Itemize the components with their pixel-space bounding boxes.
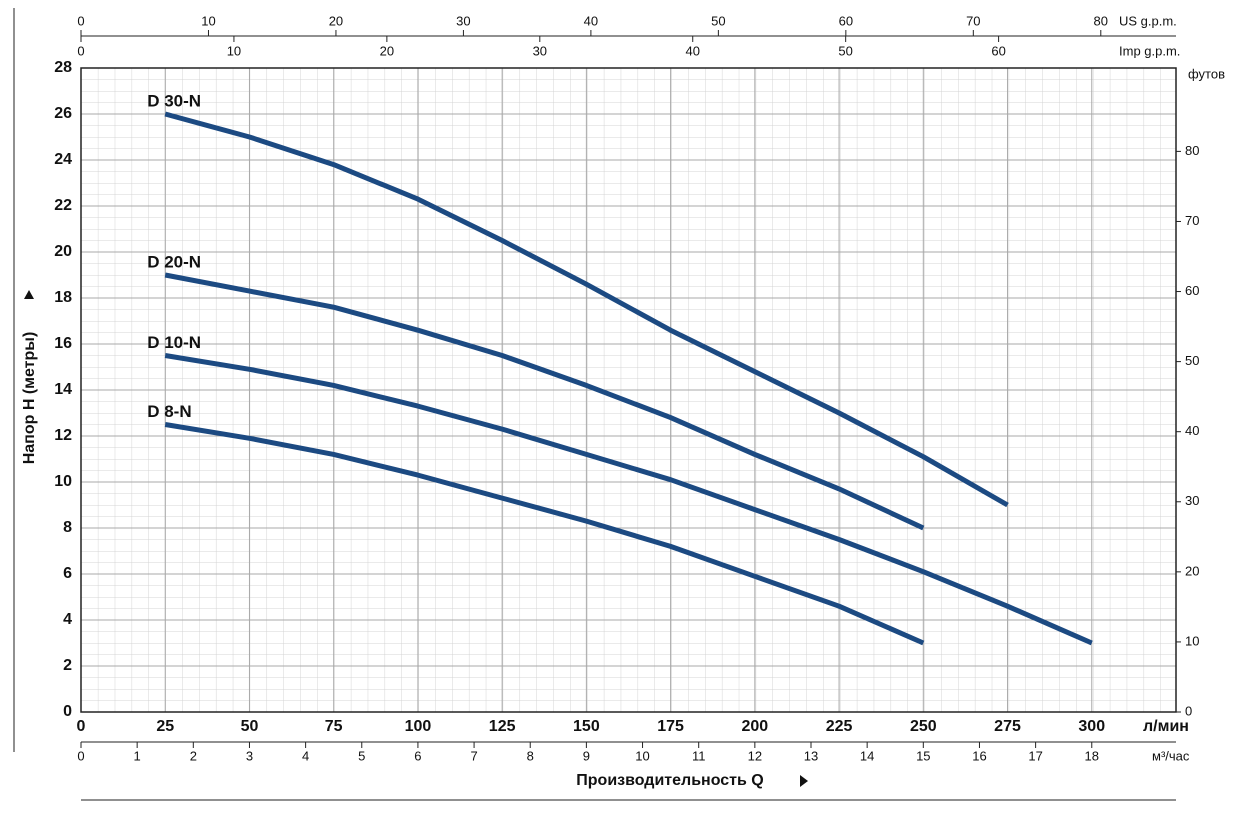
x-tick-label: 50: [241, 718, 259, 735]
y-tick-label: 22: [54, 197, 72, 214]
secondary-tick-label: 40: [584, 13, 598, 28]
series-label: D 8-N: [147, 402, 191, 421]
x-tick-label: 125: [489, 718, 516, 735]
y-tick-label: 16: [54, 335, 72, 352]
secondary-unit: м³/час: [1152, 748, 1190, 763]
y2-tick-label: 80: [1185, 143, 1199, 158]
y-tick-label: 12: [54, 427, 72, 444]
y-tick-label: 20: [54, 243, 72, 260]
y2-tick-label: 60: [1185, 283, 1199, 298]
y-tick-label: 28: [54, 59, 72, 76]
secondary-tick-label: 8: [527, 748, 534, 763]
secondary-tick-label: 60: [839, 13, 853, 28]
y-tick-label: 6: [63, 565, 72, 582]
secondary-tick-label: 30: [533, 43, 547, 58]
secondary-tick-label: 0: [77, 13, 84, 28]
secondary-tick-label: 0: [77, 43, 84, 58]
secondary-tick-label: 11: [692, 748, 706, 763]
y-tick-label: 4: [63, 611, 72, 628]
y-arrow: [24, 290, 34, 299]
secondary-tick-label: 0: [77, 748, 84, 763]
secondary-tick-label: 4: [302, 748, 309, 763]
y-tick-label: 2: [63, 657, 72, 674]
x-tick-label: 250: [910, 718, 937, 735]
secondary-unit: US g.p.m.: [1119, 13, 1177, 28]
x-tick-label: 100: [405, 718, 432, 735]
y2-tick-label: 20: [1185, 563, 1199, 578]
y2-tick-label: 50: [1185, 353, 1199, 368]
secondary-tick-label: 5: [358, 748, 365, 763]
x-axis-title: Производительность Q: [576, 772, 763, 789]
secondary-tick-label: 1: [134, 748, 141, 763]
secondary-tick-label: 20: [380, 43, 394, 58]
secondary-tick-label: 16: [972, 748, 986, 763]
secondary-tick-label: 10: [227, 43, 241, 58]
y2-tick-label: 70: [1185, 213, 1199, 228]
secondary-tick-label: 10: [201, 13, 215, 28]
plot-frame: [80, 67, 1177, 713]
x-tick-label: 225: [826, 718, 853, 735]
x-tick-label: 200: [741, 718, 768, 735]
x-arrow: [800, 775, 808, 787]
secondary-tick-label: 20: [329, 13, 343, 28]
secondary-tick-label: 6: [414, 748, 421, 763]
y2-tick-label: 40: [1185, 423, 1199, 438]
secondary-tick-label: 50: [838, 43, 852, 58]
secondary-tick-label: 13: [804, 748, 818, 763]
x-unit: л/мин: [1143, 718, 1189, 735]
y2-unit: футов: [1188, 66, 1225, 81]
x-tick-label: 75: [325, 718, 343, 735]
secondary-tick-label: 30: [456, 13, 470, 28]
y2-tick-label: 10: [1185, 633, 1199, 648]
x-tick-label: 300: [1078, 718, 1105, 735]
y-tick-label: 10: [54, 473, 72, 490]
secondary-tick-label: 80: [1094, 13, 1108, 28]
secondary-tick-label: 2: [190, 748, 197, 763]
secondary-tick-label: 15: [916, 748, 930, 763]
x-tick-label: 0: [77, 718, 86, 735]
y-tick-label: 0: [63, 703, 72, 720]
secondary-tick-label: 9: [583, 748, 590, 763]
secondary-tick-label: 60: [991, 43, 1005, 58]
y-tick-label: 14: [54, 381, 72, 398]
x-tick-label: 275: [994, 718, 1021, 735]
secondary-tick-label: 70: [966, 13, 980, 28]
y2-tick-label: 30: [1185, 493, 1199, 508]
curves: [164, 111, 1093, 646]
y-tick-label: 18: [54, 289, 72, 306]
x-tick-label: 25: [156, 718, 174, 735]
x-tick-label: 175: [657, 718, 684, 735]
curve: [164, 272, 925, 531]
y-axis-title: Напор H (метры): [21, 332, 38, 465]
secondary-tick-label: 50: [711, 13, 725, 28]
secondary-tick-label: 10: [635, 748, 649, 763]
y-tick-label: 24: [54, 151, 72, 168]
secondary-tick-label: 17: [1028, 748, 1042, 763]
secondary-tick-label: 14: [860, 748, 874, 763]
secondary-tick-label: 18: [1085, 748, 1099, 763]
y2-tick-label: 0: [1185, 703, 1192, 718]
secondary-unit: Imp g.p.m.: [1119, 43, 1180, 58]
series-label: D 10-N: [147, 333, 201, 352]
secondary-tick-label: 7: [470, 748, 477, 763]
series-label: D 20-N: [147, 252, 201, 271]
x-tick-label: 150: [573, 718, 600, 735]
series-label: D 30-N: [147, 91, 201, 110]
y-tick-label: 26: [54, 105, 72, 122]
secondary-tick-label: 12: [748, 748, 762, 763]
secondary-tick-label: 3: [246, 748, 253, 763]
curve: [164, 111, 1009, 508]
curve: [164, 422, 925, 646]
curve: [164, 353, 1093, 646]
secondary-tick-label: 40: [685, 43, 699, 58]
y-tick-label: 8: [63, 519, 72, 536]
